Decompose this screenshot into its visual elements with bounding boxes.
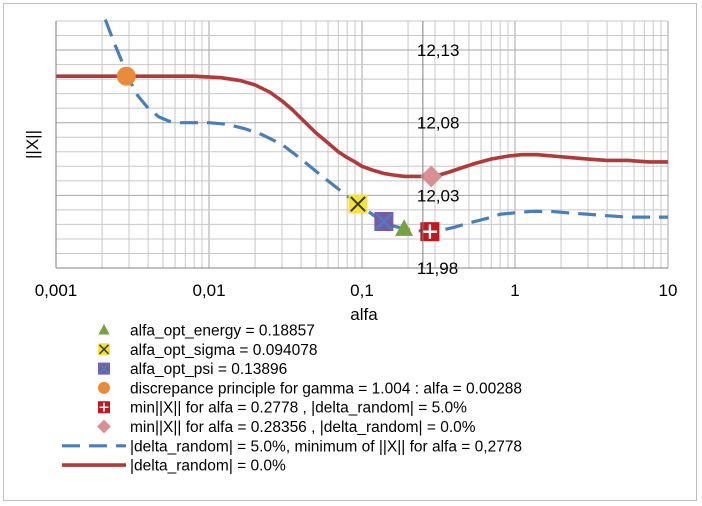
marker-plus — [99, 402, 109, 412]
series-line-delta-0pct — [56, 74, 668, 179]
data-point-marker — [420, 222, 440, 242]
marker-triangle — [395, 219, 414, 236]
data-point-marker — [395, 219, 414, 236]
legend-entry-label: |delta_random| = 5.0%, minimum of ||X|| … — [130, 438, 522, 455]
x-tick-label: 1 — [510, 281, 519, 300]
x-tick-label: 10 — [659, 281, 678, 300]
series-line-delta-5pct — [103, 19, 668, 234]
y-axis-label: ||X|| — [23, 130, 42, 159]
marker-layer — [116, 66, 443, 242]
marker-triangle — [98, 324, 110, 335]
data-point-marker — [348, 194, 368, 214]
marker-x — [375, 212, 393, 231]
marker-x — [350, 196, 366, 212]
data-point-marker — [374, 212, 394, 232]
data-point-marker — [116, 66, 136, 86]
legend-marker-2 — [98, 362, 110, 375]
data-point-marker — [420, 165, 443, 188]
marker-x — [98, 344, 110, 355]
marker-circle — [98, 381, 110, 394]
legend-entry-label: min||X|| for alfa = 0.2778 , |delta_rand… — [130, 400, 467, 417]
x-tick-label: 0,001 — [35, 281, 78, 300]
y-tick-label: 12,08 — [417, 114, 460, 133]
legend-entry-label: alfa_opt_energy = 0.18857 — [130, 323, 315, 340]
marker-x — [98, 363, 110, 375]
legend: alfa_opt_energy = 0.18857 alfa_opt_sigma … — [62, 323, 522, 475]
x-tick-label: 0,1 — [350, 281, 374, 300]
legend-marker-3 — [98, 381, 110, 394]
marker-diamond — [97, 419, 111, 434]
legend-marker-5 — [97, 419, 111, 434]
chart-frame — [3, 3, 697, 501]
y-tick-label: 12,03 — [417, 186, 460, 205]
legend-marker-0 — [98, 324, 110, 335]
x-axis-label: alfa — [350, 305, 378, 324]
y-tick-label: 12,13 — [417, 41, 460, 60]
grid — [55, 20, 669, 269]
axes: 11,98 12,03 12,08 12,13 0,001 0,01 0,1 1 10 alfa |… — [23, 21, 677, 324]
legend-marker-4 — [98, 401, 110, 414]
marker-plus — [422, 224, 438, 239]
x-tick-label: 0,01 — [192, 281, 225, 300]
legend-entry-label: |delta_random| = 0.0% — [130, 458, 286, 475]
legend-entry-label: discrepance principle for gamma = 1.004 … — [130, 380, 522, 397]
marker-circle — [116, 66, 136, 86]
series-layer — [56, 19, 668, 234]
legend-entry-label: alfa_opt_psi = 0.13896 — [130, 361, 287, 378]
legend-entry-label: alfa_opt_sigma = 0.094078 — [130, 342, 317, 359]
marker-diamond — [420, 165, 443, 188]
legend-entry-label: min||X|| for alfa = 0.28356 , |delta_ran… — [130, 419, 476, 436]
y-tick-label: 11,98 — [417, 259, 458, 278]
legend-marker-1 — [98, 343, 110, 356]
